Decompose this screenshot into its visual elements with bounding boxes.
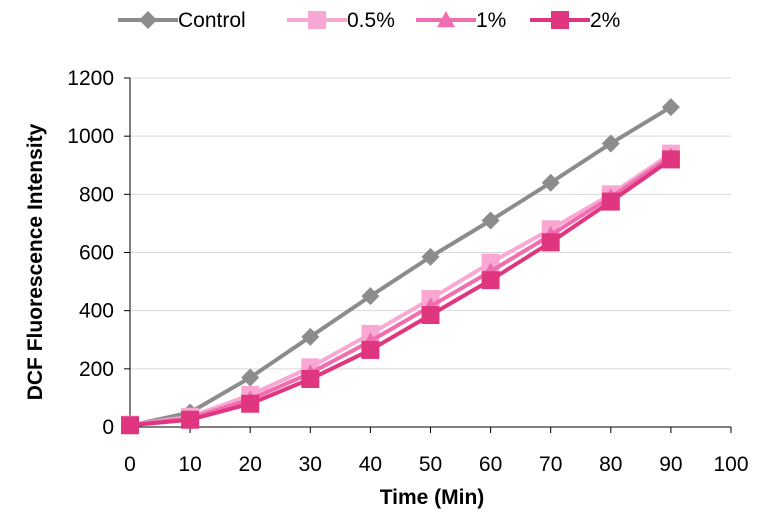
- data-point: [481, 271, 500, 290]
- series-group: [121, 98, 680, 435]
- data-point: [301, 327, 320, 346]
- legend-marker: [139, 11, 157, 29]
- x-axis-title: Time (Min): [380, 486, 485, 509]
- data-point: [421, 306, 440, 325]
- legend-marker: [437, 11, 455, 28]
- data-point: [181, 410, 200, 429]
- x-tick-label: 40: [359, 453, 382, 476]
- x-tick-label: 50: [419, 453, 442, 476]
- y-tick-label: 200: [79, 358, 114, 381]
- legend-item-0: Control: [118, 9, 246, 32]
- x-tick-label: 100: [713, 453, 748, 476]
- series-1: [121, 144, 680, 434]
- data-point: [361, 340, 380, 359]
- x-tick-label: 20: [239, 453, 262, 476]
- y-tick-label: 800: [79, 183, 114, 206]
- legend-marker: [308, 11, 326, 29]
- data-point: [601, 192, 620, 211]
- legend: Control 0.5% 1% 2%: [118, 9, 620, 32]
- legend-label: 2%: [590, 9, 620, 32]
- x-tick-label: 30: [299, 453, 322, 476]
- data-point: [241, 394, 260, 413]
- x-tick-label: 90: [659, 453, 682, 476]
- x-tick-label: 70: [539, 453, 562, 476]
- series-line: [129, 157, 673, 428]
- x-tick-label: 80: [599, 453, 622, 476]
- series-line: [129, 154, 673, 427]
- data-point: [601, 134, 620, 153]
- data-point: [541, 173, 560, 192]
- y-tick-label: 1000: [67, 125, 114, 148]
- legend-label: 1%: [476, 9, 506, 32]
- series-line: [129, 151, 673, 427]
- series-3: [121, 150, 680, 435]
- y-tick-label: 1200: [67, 67, 114, 90]
- data-point: [661, 150, 680, 169]
- legend-marker: [551, 11, 569, 29]
- data-point: [421, 247, 440, 266]
- x-tick-label: 0: [124, 453, 136, 476]
- legend-item-2: 1%: [416, 9, 506, 32]
- legend-label: Control: [178, 9, 246, 32]
- y-tick-label: 400: [79, 300, 114, 323]
- series-0: [121, 98, 680, 435]
- x-tick-label: 10: [178, 453, 201, 476]
- series-2: [121, 147, 680, 433]
- data-point: [481, 211, 500, 230]
- legend-label: 0.5%: [347, 9, 395, 32]
- axes: [124, 77, 732, 433]
- data-point: [361, 287, 380, 306]
- tick-labels: 0 200 400 600 800 1000 1200 0 10 20 30 40 50 60 70 80 90…: [67, 67, 748, 476]
- y-axis-title: DCF Fluorescence Intensity: [24, 123, 47, 400]
- y-tick-label: 600: [79, 242, 114, 265]
- data-point: [121, 416, 139, 435]
- legend-item-3: 2%: [530, 9, 620, 32]
- x-tick-label: 60: [479, 453, 502, 476]
- data-point: [301, 370, 320, 389]
- grid-lines: [130, 77, 731, 370]
- data-point: [541, 233, 560, 252]
- y-tick-label: 0: [102, 416, 114, 439]
- data-point: [241, 368, 260, 387]
- legend-item-1: 0.5%: [287, 9, 395, 32]
- data-point: [661, 98, 680, 117]
- series-line: [129, 105, 672, 428]
